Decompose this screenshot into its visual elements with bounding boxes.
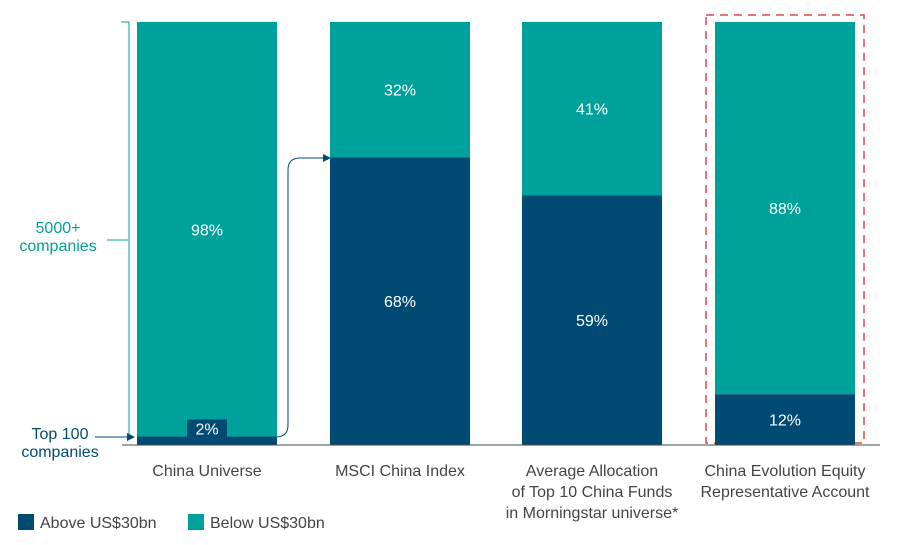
x-tick-label-2-line-1: MSCI China Index (335, 463, 465, 480)
x-tick-label-3-line-3: in Morningstar universe* (506, 505, 679, 522)
x-tick-label-1-line-1: China Universe (152, 463, 261, 480)
top100-label-line-1: Top 100 (32, 426, 89, 443)
bar-segment-below-4 (715, 22, 855, 395)
data-label-above-4: 12% (769, 413, 801, 430)
data-label-above-3: 59% (576, 313, 608, 330)
legend-label-1: Above US$30bn (40, 515, 157, 532)
bar-segment-above-1 (137, 436, 277, 445)
bracket-label-line-1: 5000+ (36, 220, 81, 237)
data-label-below-1: 98% (191, 222, 223, 239)
bar-segment-below-1 (137, 22, 277, 437)
small-label-tab-1 (187, 419, 227, 438)
data-label-above-2: 68% (384, 294, 416, 311)
x-tick-label-4-line-2: Representative Account (701, 484, 871, 501)
bars-layer: 98% 2% 32% 68% 41% 59% 88% 12% (137, 22, 855, 446)
legend-swatch-1 (18, 514, 34, 530)
bar-segment-below-3 (522, 22, 662, 196)
x-tick-label-3-line-1: Average Allocation (526, 463, 658, 480)
universe-bracket (121, 21, 130, 438)
data-label-above-1: 2% (195, 422, 218, 439)
data-label-below-4: 88% (769, 201, 801, 218)
bar-segment-above-2 (330, 157, 470, 446)
bar-segment-below-2 (330, 22, 470, 158)
legend-label-2: Below US$30bn (210, 515, 325, 532)
annotation-layer: 5000+ companies Top 100 companies (19, 21, 331, 461)
bracket-label-line-2: companies (19, 238, 96, 255)
x-tick-label-3-line-2: of Top 10 China Funds (512, 484, 673, 501)
data-label-below-2: 32% (384, 83, 416, 100)
data-label-below-3: 41% (576, 102, 608, 119)
x-axis-labels: China Universe MSCI China Index Average Al… (152, 463, 870, 522)
x-tick-label-4-line-1: China Evolution Equity (705, 463, 866, 480)
bar-segment-above-3 (522, 195, 662, 445)
connector-arrowhead (323, 154, 331, 162)
top100-arrowhead (127, 433, 135, 441)
connector-arrow-line (275, 157, 324, 438)
legend-swatch-2 (188, 514, 204, 530)
top100-label-line-2: companies (21, 444, 98, 461)
legend: Above US$30bn Below US$30bn (18, 514, 325, 532)
bar-segment-above-4 (715, 394, 855, 445)
